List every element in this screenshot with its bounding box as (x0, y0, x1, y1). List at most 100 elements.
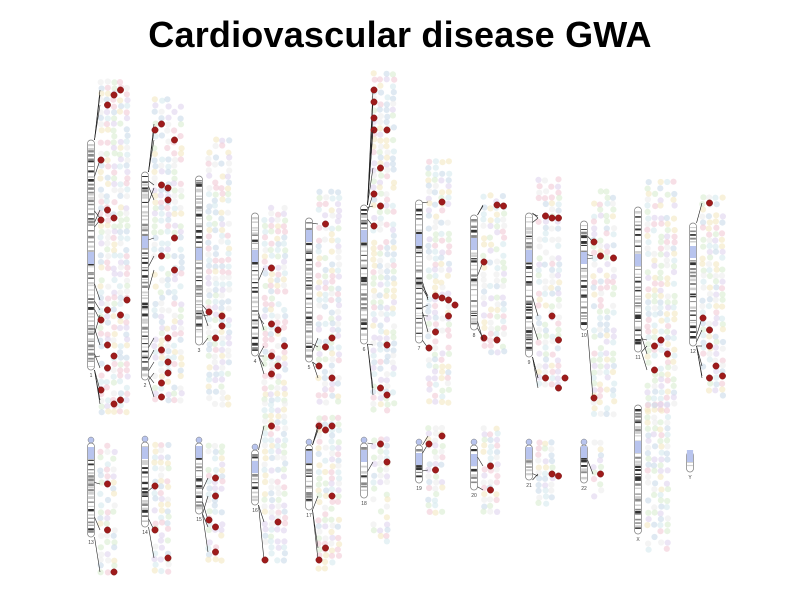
band (635, 504, 641, 506)
faint-point (645, 316, 652, 323)
faint-point (371, 160, 378, 167)
faint-point (652, 203, 659, 210)
band (416, 208, 422, 212)
faint-point (500, 330, 507, 338)
faint-point (493, 211, 500, 218)
faint-point (97, 139, 104, 146)
faint-point (165, 307, 172, 314)
faint-point (261, 466, 268, 473)
leader-line (148, 187, 155, 203)
faint-point (178, 301, 185, 308)
faint-point (262, 418, 269, 425)
faint-point (315, 375, 322, 382)
band (196, 323, 202, 327)
faint-point (123, 288, 131, 295)
faint-point (261, 442, 268, 449)
band (471, 281, 477, 283)
faint-point (663, 450, 671, 457)
faint-point (97, 509, 104, 516)
faint-point (212, 556, 219, 563)
association-cloud (535, 439, 556, 507)
faint-point (178, 145, 185, 152)
band (635, 326, 641, 330)
band (88, 266, 94, 268)
faint-point (425, 242, 432, 249)
hit-point (542, 212, 549, 220)
hit-point (370, 190, 378, 198)
faint-point (494, 229, 501, 236)
faint-point (105, 234, 112, 241)
faint-point (211, 502, 218, 509)
faint-point (267, 391, 274, 398)
faint-point (151, 175, 158, 182)
faint-point (610, 387, 617, 394)
faint-point (205, 233, 212, 240)
faint-point (384, 268, 391, 275)
band (526, 221, 532, 223)
faint-point (425, 320, 433, 327)
faint-point (370, 299, 377, 306)
faint-point (171, 192, 178, 199)
band (88, 235, 94, 239)
hit-point (328, 422, 336, 430)
faint-point (431, 351, 438, 358)
hit-point (487, 486, 494, 494)
faint-point (281, 550, 288, 557)
faint-point (98, 551, 105, 558)
faint-point (335, 273, 342, 280)
faint-point (261, 407, 268, 414)
band (361, 293, 367, 296)
faint-point (274, 396, 281, 403)
faint-point (124, 282, 131, 289)
faint-point (481, 241, 488, 248)
hit-point (706, 342, 713, 350)
faint-point (718, 236, 726, 243)
faint-point (371, 334, 378, 341)
faint-point (152, 205, 159, 212)
faint-point (376, 106, 383, 113)
band (471, 229, 477, 233)
faint-point (657, 185, 664, 192)
faint-point (391, 323, 398, 330)
band (416, 312, 422, 314)
band (142, 350, 148, 353)
faint-point (171, 229, 178, 236)
band (361, 276, 367, 280)
leader-line (312, 361, 319, 379)
association-cloud (261, 204, 289, 404)
band (635, 341, 641, 345)
faint-point (390, 347, 397, 354)
faint-point (371, 239, 378, 246)
hit-point (555, 384, 562, 392)
band (196, 267, 202, 270)
faint-point (645, 341, 652, 348)
faint-point (328, 267, 336, 274)
significant-hits (367, 86, 391, 399)
hit-point (158, 120, 165, 128)
band (416, 251, 422, 254)
faint-point (494, 442, 501, 449)
hit-point (171, 136, 178, 144)
faint-point (97, 186, 105, 193)
band (635, 513, 641, 515)
chromosome-label: 4 (254, 359, 257, 365)
faint-point (205, 299, 212, 306)
faint-point (480, 271, 487, 278)
band (306, 335, 312, 339)
faint-point (218, 292, 225, 299)
faint-point (438, 260, 445, 268)
faint-point (104, 496, 112, 504)
faint-point (383, 191, 390, 198)
faint-point (426, 158, 433, 165)
faint-point (609, 356, 617, 363)
faint-point (225, 179, 232, 186)
faint-point (123, 253, 130, 260)
faint-point (657, 245, 665, 252)
faint-point (549, 266, 556, 273)
faint-point (206, 172, 213, 179)
faint-point (117, 181, 124, 188)
faint-point (501, 210, 508, 217)
faint-point (590, 303, 598, 310)
faint-point (549, 368, 556, 375)
faint-point (554, 357, 562, 364)
